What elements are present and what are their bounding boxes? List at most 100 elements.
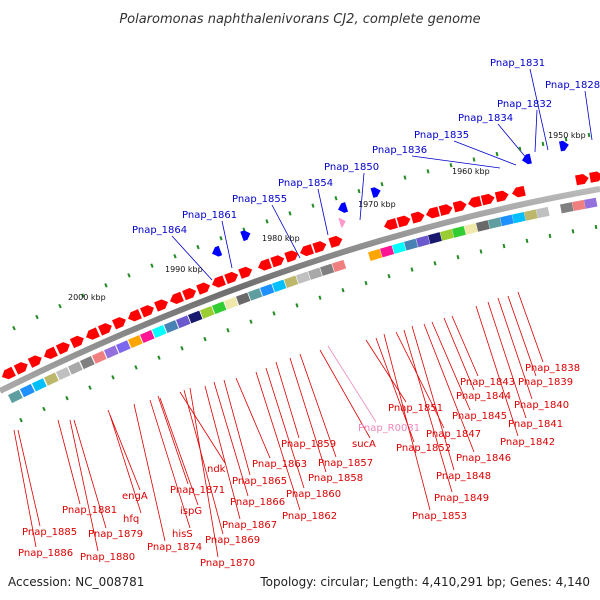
gene-labels[interactable]: Pnap_1864 Pnap_1861 Pnap_1855 Pnap_1854 Pnap… — [18, 58, 600, 569]
forward-gene-arrow — [270, 255, 285, 268]
pointer-line — [423, 323, 475, 453]
pointer-line — [271, 204, 301, 259]
cog-color-box — [440, 229, 454, 241]
gene-label-bottom[interactable]: Pnap_1851 — [388, 403, 443, 414]
gene-label-bottom[interactable]: Pnap_1867 — [222, 520, 277, 531]
forward-gene-arrow — [480, 193, 495, 206]
gene-label-bottom[interactable]: Pnap_1865 — [232, 476, 287, 487]
cog-color-box — [80, 356, 95, 370]
gene-label-bottom[interactable]: Pnap_1846 — [456, 453, 511, 464]
forward-gene-arrow — [140, 305, 154, 318]
rna-gene-arrow — [338, 217, 346, 228]
gene-label-bottom[interactable]: Pnap_1881 — [62, 505, 117, 516]
gene-label-bottom[interactable]: engA — [122, 491, 148, 502]
tick-mark — [472, 157, 476, 162]
gene-label-top[interactable]: Pnap_1832 — [497, 99, 552, 110]
cog-color-box — [115, 340, 131, 354]
gene-label-bottom[interactable]: Pnap_1880 — [80, 552, 135, 563]
gene-label-bottom[interactable]: Pnap_1847 — [426, 429, 481, 440]
cog-color-box — [236, 292, 251, 306]
tick-mark — [410, 267, 414, 272]
gene-label-top[interactable]: Pnap_1836 — [372, 145, 427, 156]
cog-color-box — [320, 263, 335, 276]
map-title: Polaromonas naphthalenivorans CJ2, compl… — [119, 12, 480, 27]
tick-mark — [81, 293, 85, 298]
gene-label-bottom[interactable]: Pnap_1843 — [460, 377, 515, 388]
gene-label-bottom[interactable]: sucA — [352, 439, 376, 450]
gene-label-bottom[interactable]: Pnap_1859 — [281, 439, 336, 450]
cog-color-box — [524, 209, 538, 221]
gene-label-top[interactable]: Pnap_1850 — [324, 162, 379, 173]
cog-color-box — [176, 315, 191, 329]
tick-mark — [564, 137, 568, 142]
forward-gene-arrow — [27, 355, 42, 368]
gene-label-bottom[interactable]: Pnap_1853 — [412, 511, 467, 522]
gene-label-bottom[interactable]: ispG — [180, 506, 202, 517]
gene-label-bottom[interactable]: Pnap_1879 — [88, 529, 143, 540]
forward-gene-arrow — [86, 327, 100, 340]
pointer-line — [319, 349, 371, 439]
cog-color-box — [572, 199, 586, 211]
gene-label-bottom[interactable]: Pnap_1840 — [514, 400, 569, 411]
pointer-line — [235, 377, 271, 459]
gene-label-top[interactable]: Pnap_1854 — [278, 178, 333, 189]
gene-label-top[interactable]: Pnap_1864 — [132, 225, 187, 236]
pointer-line — [359, 172, 365, 221]
gene-label-bottom[interactable]: Pnap_1858 — [308, 473, 363, 484]
gene-label-bottom[interactable]: Pnap_1852 — [396, 443, 451, 454]
gene-label-bottom[interactable]: Pnap_1848 — [436, 471, 491, 482]
gene-label-bottom[interactable]: Pnap_1886 — [18, 548, 73, 559]
gene-label-bottom[interactable]: Pnap_1841 — [508, 419, 563, 430]
pointer-line — [453, 140, 517, 166]
gene-label-bottom[interactable]: Pnap_1845 — [452, 411, 507, 422]
forward-gene-arrow — [438, 204, 453, 216]
cog-color-box — [31, 378, 47, 392]
cog-color-box — [332, 259, 347, 273]
gene-label-bottom[interactable]: Pnap_1869 — [205, 535, 260, 546]
gene-label-bottom[interactable]: Pnap_1862 — [282, 511, 337, 522]
tick-mark — [594, 224, 598, 230]
pointer-line — [255, 371, 301, 511]
gene-label-bottom[interactable]: Pnap_1839 — [518, 377, 573, 388]
pointer-line — [497, 297, 533, 400]
cog-color-box — [140, 330, 155, 343]
gene-label-top[interactable]: Pnap_1861 — [182, 210, 237, 221]
accession-text: Accession: NC_008781 — [8, 575, 144, 589]
gene-label-bottom[interactable]: Pnap_1870 — [200, 558, 255, 569]
gene-label-bottom[interactable]: ndk — [207, 464, 226, 475]
reverse-gene-arrow — [240, 230, 251, 242]
tick-mark — [249, 319, 253, 324]
gene-label-bottom[interactable]: hisS — [172, 529, 193, 540]
gene-label-bottom[interactable]: Pnap_1874 — [147, 542, 202, 553]
gene-label-top[interactable]: Pnap_1835 — [414, 130, 469, 141]
gene-label-top[interactable]: Pnap_1834 — [458, 113, 513, 124]
gene-label-top[interactable]: Pnap_1828 — [545, 80, 600, 91]
forward-gene-arrow — [396, 215, 411, 228]
gene-label-bottom[interactable]: Pnap_1838 — [525, 363, 580, 374]
kbp-label: 1980 kbp — [262, 234, 300, 243]
pointer-line — [149, 399, 191, 529]
gene-label-bottom[interactable]: Pnap_1844 — [456, 391, 511, 402]
pointer-line — [159, 397, 199, 506]
gene-label-top[interactable]: Pnap_1855 — [232, 194, 287, 205]
gene-label-top[interactable]: Pnap_1831 — [490, 58, 545, 69]
gene-label-bottom[interactable]: Pnap_1842 — [500, 437, 555, 448]
tick-mark — [449, 163, 453, 168]
gene-label-bottom[interactable]: Pnap_1857 — [318, 458, 373, 469]
gene-label-bottom[interactable]: Pnap_1863 — [252, 459, 307, 470]
gene-label-bottom[interactable]: Pnap_1866 — [230, 497, 285, 508]
tick-mark — [541, 141, 545, 147]
gene-label-bottom[interactable]: Pnap_1885 — [22, 527, 77, 538]
pointer-line — [107, 409, 141, 491]
pointer-line — [299, 353, 337, 458]
gene-label-bottom[interactable]: Pnap_1871 — [170, 485, 225, 496]
kbp-tick-labels: 2000 kbp 1990 kbp 1980 kbp 1970 kbp 1960 kbp… — [68, 131, 586, 302]
pointer-line — [57, 419, 81, 505]
tick-mark — [518, 146, 522, 152]
gene-label-bottom[interactable]: Pnap_1860 — [286, 489, 341, 500]
gene-label-bottom[interactable]: Pnap_R0031 — [358, 423, 420, 434]
gene-label-bottom[interactable]: Pnap_1849 — [434, 493, 489, 504]
gene-label-bottom[interactable]: hfq — [123, 514, 139, 525]
forward-gene-arrow — [284, 250, 299, 263]
forward-gene-arrow — [575, 173, 589, 186]
